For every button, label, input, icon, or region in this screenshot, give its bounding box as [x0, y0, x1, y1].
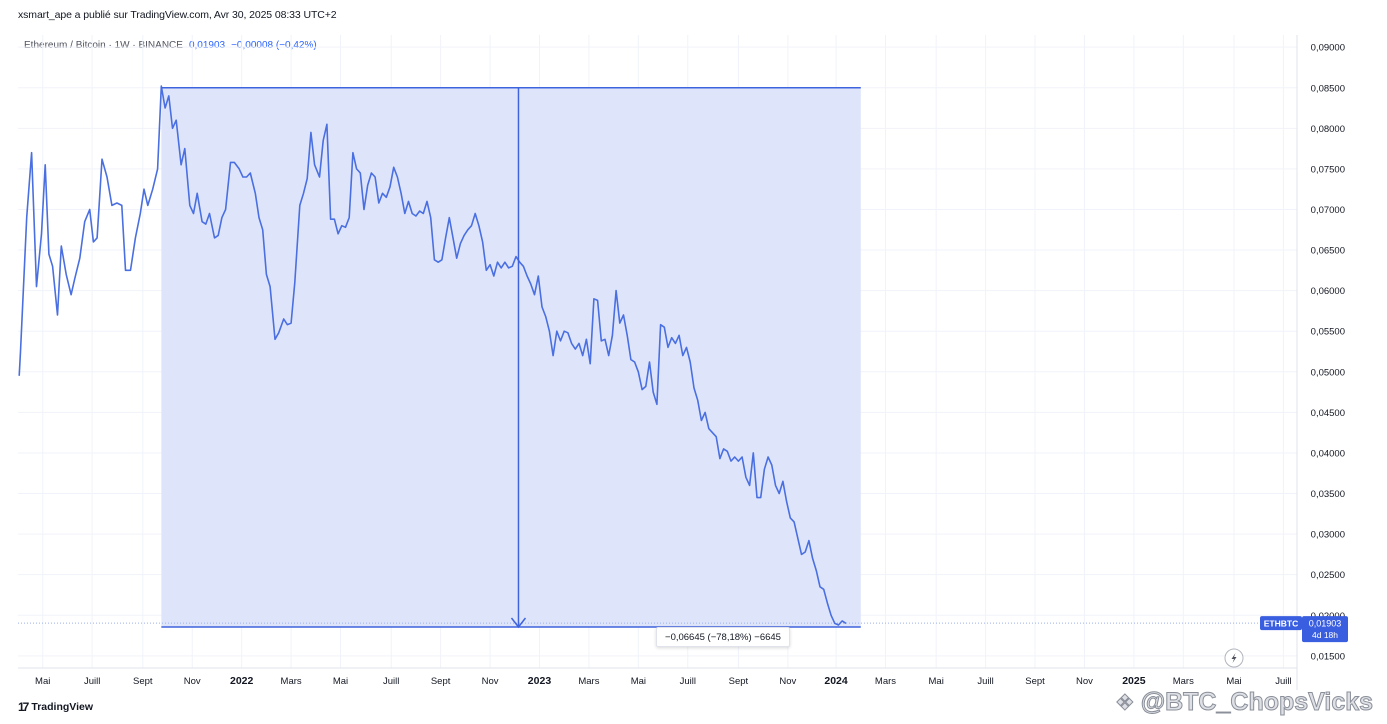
x-tick-label: Sept	[431, 676, 451, 687]
price-change: −0,00008 (−0,42%)	[231, 40, 317, 51]
y-tick-label: 0,07000	[1311, 205, 1345, 216]
series-ethbtc	[18, 85, 847, 626]
y-axis: 0,09000 0,08500 0,08000 0,07500 0,07000 0,065…	[1311, 43, 1345, 663]
y-tick-label: 0,04000	[1311, 448, 1345, 459]
symbol-badge	[1260, 616, 1302, 631]
lightning-icon	[1231, 653, 1237, 663]
last-price: 0,01903	[188, 40, 226, 51]
y-tick-label: 0,05500	[1311, 327, 1345, 338]
x-tick-label: Mai	[929, 676, 944, 687]
y-tick-label: 0,08500	[1311, 83, 1345, 94]
y-tick-label: 0,03000	[1311, 530, 1345, 541]
x-tick-label: Sept	[729, 676, 749, 687]
y-tick-label: 0,07500	[1311, 164, 1345, 175]
measurement-text: −0,06645 (−78,18%) −6645	[665, 631, 781, 643]
x-tick-label: 2023	[528, 675, 552, 687]
y-tick-label: 0,01500	[1311, 651, 1345, 662]
watermark: ❖ @BTC_ChopsVicks	[1115, 688, 1374, 717]
tradingview-brand[interactable]: 17 TradingView	[18, 700, 93, 714]
y-tick-label: 0,08000	[1311, 124, 1345, 135]
x-tick-label: Mai	[631, 676, 646, 687]
x-tick-label: Sept	[1025, 676, 1045, 687]
y-tick-label: 0,05000	[1311, 367, 1345, 378]
measurement-label: −0,06645 (−78,18%) −6645	[656, 627, 790, 647]
measurement-arrowhead-icon[interactable]	[510, 617, 527, 629]
x-tick-label: Juill	[84, 676, 100, 687]
diamond-logo-icon: ❖	[1115, 689, 1136, 715]
y-tick-label: 0,04500	[1311, 408, 1345, 419]
series-line-ethbtc	[18, 85, 847, 626]
x-tick-label: 2022	[230, 675, 254, 687]
x-tick-label: Mars	[281, 676, 302, 687]
x-tick-label: 2025	[1122, 675, 1146, 687]
brand-name: TradingView	[31, 701, 94, 713]
x-tick-label: 2024	[824, 675, 848, 687]
x-tick-label: Juill	[680, 676, 696, 687]
measurement-area	[18, 87, 1297, 628]
symbol-name: Ethereum / Bitcoin · 1W · BINANCE	[24, 40, 183, 51]
y-tick-label: 0,02500	[1311, 570, 1345, 581]
x-tick-label: Mai	[35, 676, 50, 687]
price-value-badge	[1302, 616, 1348, 643]
tradingview-logo-icon: 17	[18, 700, 29, 714]
x-tick-label: Nov	[779, 676, 796, 687]
x-tick-label: Nov	[482, 676, 499, 687]
bar-timer-label: 4d 18h	[1312, 630, 1338, 640]
watermark-text: @BTC_ChopsVicks	[1140, 688, 1374, 717]
x-tick-label: Nov	[1076, 676, 1093, 687]
x-tick-label: Juill	[383, 676, 399, 687]
y-tick-label: 0,06500	[1311, 246, 1345, 257]
symbol-legend[interactable]: Ethereum / Bitcoin · 1W · BINANCE 0,0190…	[24, 40, 317, 51]
x-axis: Mai Juill Sept Nov 2022 Mars Mai Juill Sept Nov 20…	[35, 675, 1292, 687]
x-tick-label: Mars	[1173, 676, 1194, 687]
x-tick-label: Juill	[1275, 676, 1291, 687]
x-tick-label: Juill	[977, 676, 993, 687]
x-tick-label: Mars	[578, 676, 599, 687]
y-tick-label: 0,03500	[1311, 489, 1345, 500]
y-tick-label: 0,09000	[1311, 43, 1345, 54]
y-tick-label: 0,06000	[1311, 286, 1345, 297]
x-tick-label: Sept	[133, 676, 153, 687]
symbol-badge-label: ETHBTC	[1264, 619, 1298, 629]
price-value-label: 0,01903	[1309, 619, 1342, 629]
measurement-fill	[161, 87, 861, 628]
x-tick-label: Mai	[333, 676, 348, 687]
x-tick-label: Mars	[875, 676, 896, 687]
x-tick-label: Mai	[1226, 676, 1241, 687]
publisher-line: xsmart_ape a publié sur TradingView.com,…	[18, 9, 337, 21]
x-tick-label: Nov	[184, 676, 201, 687]
